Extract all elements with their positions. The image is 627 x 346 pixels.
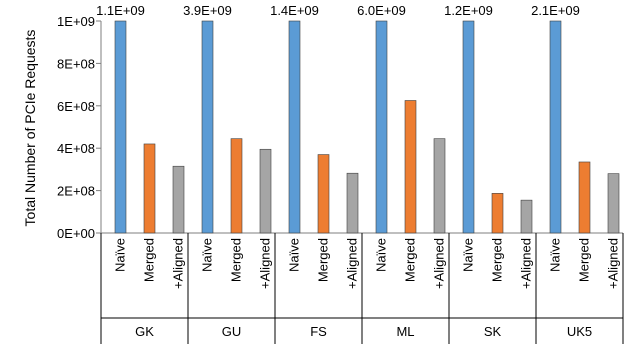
bar-category-label: Naïve [287,238,302,272]
bar-category-label: +Aligned [258,238,273,289]
bar-fs-0 [288,20,301,234]
bar-gu-0 [201,20,214,234]
bar-value-label: 2.1E+09 [531,3,580,18]
bar-category-label: Naïve [374,238,389,272]
bar-category-label: Naïve [200,238,215,272]
bar-fs-1 [317,154,330,234]
bar-ml-0 [375,20,388,234]
bar-category-label: Merged [403,238,418,282]
y-tick-label: 1E+09 [57,14,95,29]
group-label-sk: SK [484,324,502,339]
bar-category-label: +Aligned [432,238,447,289]
y-tick-label: 8E+08 [57,56,95,71]
bar-category-label: +Aligned [345,238,360,289]
bar-sk-0 [462,20,475,234]
bar-category-label: +Aligned [519,238,534,289]
bar-category-label: +Aligned [171,238,186,289]
bar-category-label: Merged [229,238,244,282]
y-axis-title: Total Number of PCIe Requests [22,30,38,227]
bar-category-label: Naïve [461,238,476,272]
group-label-gk: GK [135,324,154,339]
bar-category-label: Naïve [548,238,563,272]
bar-gk-2 [172,165,185,234]
bar-fs-2 [346,172,359,234]
y-tick-label: 0E+00 [57,226,95,241]
bar-ml-1 [404,100,417,234]
bar-value-label: 1.2E+09 [444,3,493,18]
group-label-gu: GU [222,324,242,339]
bar-gk-0 [114,20,127,234]
bar-sk-1 [491,193,504,234]
bar-gu-2 [259,148,272,234]
bar-uk5-1 [578,161,591,234]
y-tick-label: 2E+08 [57,184,95,199]
bar-uk5-0 [549,20,562,234]
bar-gk-1 [143,143,156,234]
bar-category-label: Merged [490,238,505,282]
bar-sk-2 [520,199,533,234]
bar-category-label: Naïve [113,238,128,272]
bar-uk5-2 [607,173,620,234]
bar-category-label: Merged [316,238,331,282]
y-tick-label: 4E+08 [57,141,95,156]
group-label-fs: FS [310,324,327,339]
y-tick-label: 6E+08 [57,99,95,114]
bar-category-label: +Aligned [606,238,621,289]
bar-gu-1 [230,138,243,234]
bar-value-label: 3.9E+09 [183,3,232,18]
group-label-uk5: UK5 [567,324,592,339]
bar-value-label: 1.1E+09 [96,3,145,18]
bar-ml-2 [433,138,446,234]
group-label-ml: ML [396,324,414,339]
bar-value-label: 1.4E+09 [270,3,319,18]
bar-value-label: 6.0E+09 [357,3,406,18]
bar-category-label: Merged [577,238,592,282]
bar-category-label: Merged [142,238,157,282]
